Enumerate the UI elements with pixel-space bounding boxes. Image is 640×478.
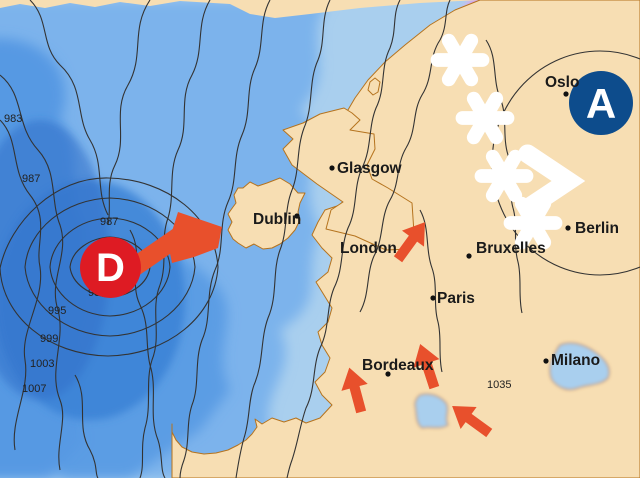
svg-text:London: London [340, 240, 397, 257]
svg-text:Berlin: Berlin [575, 220, 619, 237]
svg-text:Bordeaux: Bordeaux [362, 357, 434, 374]
svg-text:1003: 1003 [30, 358, 54, 370]
svg-text:987: 987 [100, 216, 118, 228]
svg-text:Oslo: Oslo [545, 74, 579, 91]
svg-text:999: 999 [40, 333, 58, 345]
svg-text:Glasgow: Glasgow [337, 160, 403, 177]
svg-text:D: D [96, 246, 125, 290]
svg-text:Paris: Paris [437, 290, 475, 307]
svg-text:Milano: Milano [551, 352, 600, 369]
svg-text:Dublin: Dublin [253, 211, 301, 228]
svg-text:1007: 1007 [22, 383, 46, 395]
svg-text:983: 983 [4, 113, 22, 125]
svg-text:1035: 1035 [487, 379, 511, 391]
svg-text:Bruxelles: Bruxelles [476, 240, 546, 257]
svg-text:995: 995 [48, 305, 66, 317]
svg-text:987: 987 [22, 173, 40, 185]
svg-text:A: A [586, 80, 616, 127]
